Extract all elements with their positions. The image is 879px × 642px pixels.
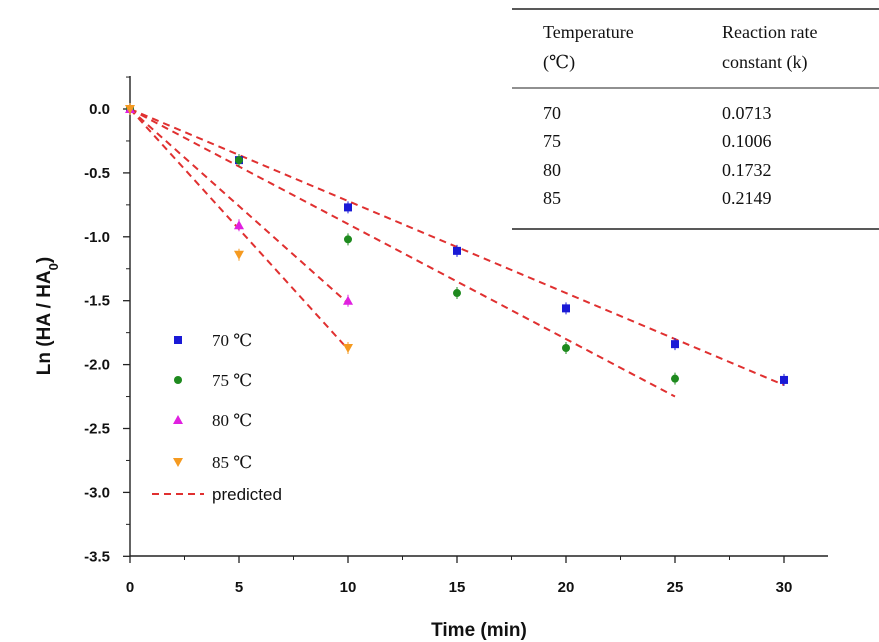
predicted-line — [129, 108, 676, 398]
legend-label: 70 ℃ — [212, 331, 252, 350]
y-axis-title-sub: 0 — [46, 263, 61, 270]
y-tick-label: 0.0 — [89, 101, 110, 118]
data-point — [453, 289, 461, 298]
table-header-temp-line2: (℃) — [543, 52, 575, 73]
x-ticks: 0 5 10 15 20 25 30 — [126, 556, 793, 596]
x-tick-label: 0 — [126, 579, 134, 596]
data-points — [125, 103, 788, 386]
data-point — [235, 156, 243, 165]
axes — [129, 76, 828, 557]
table-cell-rate-constant: 0.1732 — [722, 160, 772, 180]
data-point — [671, 374, 679, 383]
y-tick-label: -2.5 — [84, 421, 110, 438]
rate-table: Temperature (℃) Reaction rate constant (… — [512, 8, 879, 230]
legend-label: 85 ℃ — [212, 453, 252, 472]
data-point — [780, 375, 788, 384]
data-point — [343, 295, 353, 305]
y-tick-label: -0.5 — [84, 165, 110, 182]
legend-marker — [173, 415, 183, 424]
legend-marker — [173, 458, 183, 467]
table-header-temp-line1: Temperature — [543, 22, 634, 42]
data-point — [125, 105, 135, 114]
data-point — [344, 235, 352, 244]
x-tick-label: 15 — [449, 579, 466, 596]
y-ticks: 0.0 -0.5 -1.0 -1.5 -2.0 -2.5 -3.0 -3.5 — [84, 76, 130, 565]
x-tick-label: 25 — [667, 579, 684, 596]
x-tick-label: 10 — [340, 579, 357, 596]
data-point — [562, 304, 570, 313]
table-cell-rate-constant: 0.1006 — [722, 131, 772, 151]
data-point — [671, 340, 679, 349]
legend-label: 80 ℃ — [212, 411, 252, 430]
y-tick-label: -1.5 — [84, 293, 110, 310]
x-tick-label: 20 — [558, 579, 575, 596]
legend-label: predicted — [212, 485, 282, 504]
table-cell-temperature: 70 — [543, 103, 561, 123]
y-tick-label: -2.0 — [84, 357, 110, 374]
y-tick-label: -1.0 — [84, 229, 110, 246]
legend-marker — [174, 336, 182, 344]
data-point — [234, 250, 244, 260]
table-cell-temperature: 80 — [543, 160, 561, 180]
data-point — [453, 246, 461, 255]
x-axis-title: Time (min) — [431, 620, 527, 641]
y-tick-label: -3.0 — [84, 484, 110, 501]
table-header-k-line2: constant (k) — [722, 52, 807, 73]
data-point — [343, 343, 353, 353]
table-cell-temperature: 75 — [543, 131, 561, 151]
table-cell-rate-constant: 0.2149 — [722, 188, 772, 208]
y-tick-label: -3.5 — [84, 548, 110, 565]
table-cell-rate-constant: 0.0713 — [722, 103, 772, 123]
y-axis-title-main: Ln (HA / HA — [34, 270, 55, 375]
x-tick-label: 30 — [776, 579, 793, 596]
table-header-k-line1: Reaction rate — [722, 22, 817, 42]
data-point — [562, 343, 570, 352]
legend-label: 75 ℃ — [212, 371, 252, 390]
table-cell-temperature: 85 — [543, 188, 561, 208]
data-point — [234, 220, 244, 230]
y-axis-title-close: ) — [34, 257, 55, 263]
data-point — [344, 203, 352, 212]
legend: 70 ℃ 75 ℃ 80 ℃ 85 ℃ predicted — [152, 331, 282, 504]
y-axis-title: Ln (HA / HA0) — [34, 257, 61, 375]
legend-marker — [174, 376, 182, 384]
predicted-line — [129, 108, 349, 305]
x-tick-label: 5 — [235, 579, 243, 596]
